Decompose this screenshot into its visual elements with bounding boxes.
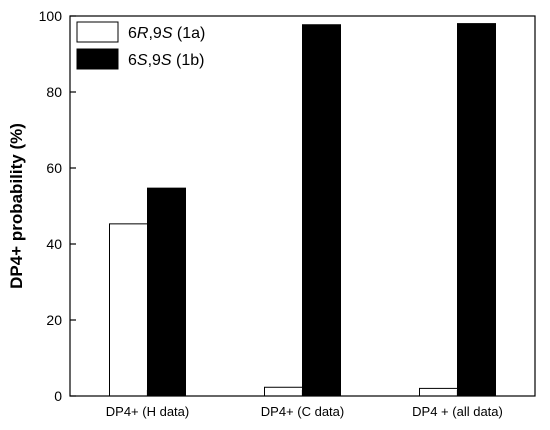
bar-series-1a <box>419 387 458 397</box>
legend: 6R,9S (1a) 6S,9S (1b) <box>76 21 205 70</box>
legend-swatch <box>76 48 119 70</box>
x-tick-label: DP4+ (C data) <box>261 404 344 419</box>
bar-series-1b <box>302 24 341 397</box>
y-axis: 0 20 40 60 80 100 <box>39 8 76 404</box>
legend-label: 6S,9S (1b) <box>128 52 205 69</box>
y-tick-label: 40 <box>46 236 62 252</box>
bar-series-1b <box>457 23 496 397</box>
y-tick-label: 100 <box>39 8 63 24</box>
y-axis-title: DP4+ probability (%) <box>7 123 26 289</box>
x-axis: DP4+ (H data) DP4+ (C data) DP4 + (all dat… <box>106 390 503 419</box>
bar-series-1a <box>264 386 303 397</box>
bar-series-1b <box>147 187 186 397</box>
legend-label: 6R,9S (1a) <box>128 25 205 42</box>
legend-swatch <box>76 21 119 43</box>
y-tick-label: 0 <box>54 388 62 404</box>
bars-layer <box>109 23 496 397</box>
y-tick-label: 80 <box>46 84 62 100</box>
y-tick-label: 60 <box>46 160 62 176</box>
y-tick-label: 20 <box>46 312 62 328</box>
x-tick-label: DP4 + (all data) <box>412 404 503 419</box>
bar-series-1a <box>109 223 148 397</box>
x-tick-label: DP4+ (H data) <box>106 404 189 419</box>
